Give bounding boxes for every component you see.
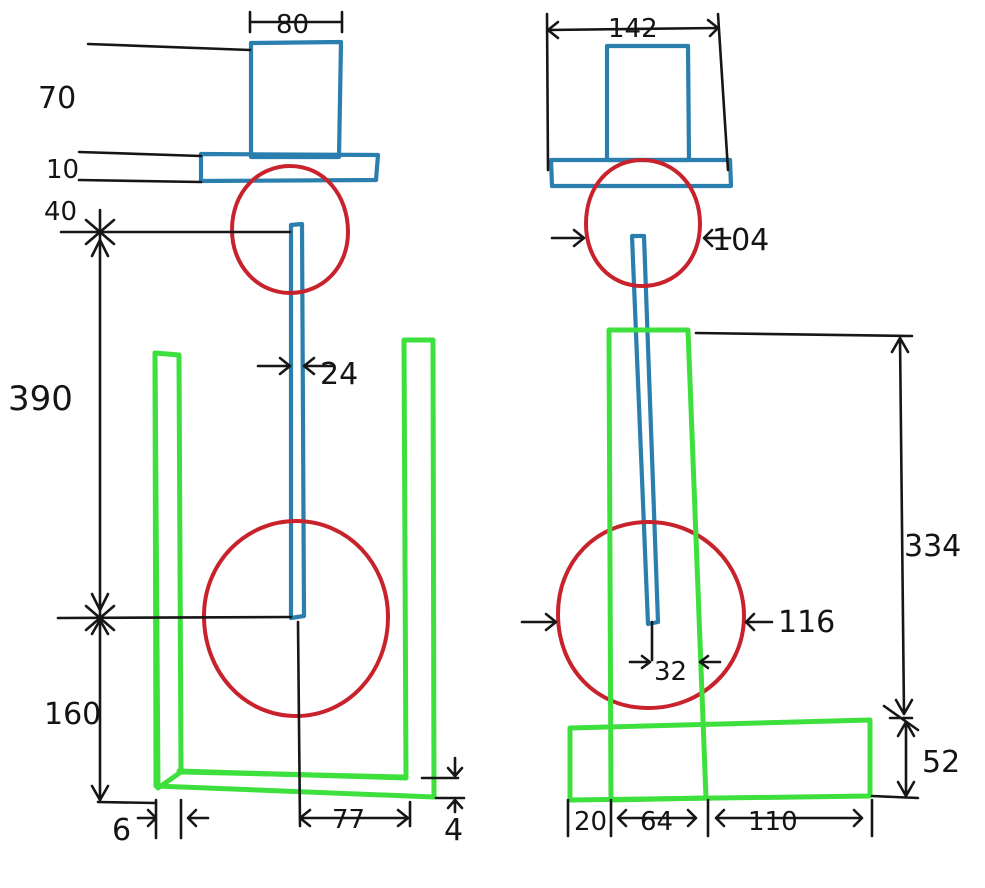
front-shaft-width-arrows bbox=[256, 356, 334, 376]
front-floor-thickness-label: 4 bbox=[444, 813, 463, 848]
side-foot bbox=[567, 717, 873, 803]
side-column-width-label: 64 bbox=[640, 807, 673, 837]
front-wall-thickness-label: 6 bbox=[112, 813, 131, 848]
front-shaft-width-label: 24 bbox=[320, 357, 358, 392]
side-large-ring-arrows bbox=[520, 612, 774, 632]
side-large-ring bbox=[556, 520, 746, 710]
side-column-height-label: 334 bbox=[904, 529, 961, 564]
front-plate-thickness-label: 10 bbox=[46, 155, 79, 185]
side-total-width-dim bbox=[545, 12, 730, 172]
front-large-ring bbox=[202, 519, 390, 718]
side-small-ring-label: 104 bbox=[712, 223, 769, 258]
front-gap-label: 40 bbox=[44, 197, 77, 227]
front-cap-width-label: 80 bbox=[276, 10, 309, 40]
front-wall-thickness-dim bbox=[136, 798, 210, 840]
side-plate bbox=[548, 157, 734, 189]
front-base-height-label: 160 bbox=[44, 697, 101, 732]
side-foot-height-label: 52 bbox=[922, 745, 960, 780]
front-view: 80 70 10 40 390 24 160 6 77 4 bbox=[8, 10, 466, 848]
front-shaft bbox=[288, 221, 307, 621]
front-half-width-label: 77 bbox=[332, 805, 365, 835]
front-centerline bbox=[296, 620, 302, 828]
front-cap-height-label: 70 bbox=[38, 81, 76, 116]
front-vertical-arrows bbox=[90, 238, 110, 802]
front-extension-lines bbox=[56, 42, 293, 805]
front-left-wall bbox=[152, 350, 184, 791]
front-small-ring bbox=[230, 164, 350, 295]
side-offset-label: 20 bbox=[574, 807, 607, 837]
side-bottom-dim bbox=[566, 798, 874, 838]
front-plate bbox=[198, 151, 381, 184]
side-small-ring bbox=[584, 158, 702, 288]
side-foot-height-dim bbox=[870, 720, 920, 800]
side-shaft-width-dim bbox=[628, 620, 722, 670]
side-large-ring-label: 116 bbox=[778, 605, 835, 640]
side-shaft bbox=[629, 233, 661, 627]
side-foot-extension-label: 110 bbox=[748, 807, 798, 837]
side-total-width-label: 142 bbox=[608, 14, 658, 44]
front-frame-inner-floor bbox=[178, 769, 407, 780]
side-small-ring-arrows bbox=[550, 228, 732, 248]
front-floor-thickness-dim bbox=[420, 756, 466, 814]
side-column-height-dim bbox=[694, 331, 920, 732]
side-view: 142 104 116 32 334 52 20 64 110 bbox=[520, 12, 961, 838]
front-cap-width-dim bbox=[248, 10, 344, 34]
front-shaft-length-label: 390 bbox=[8, 379, 73, 419]
front-vertical-ticks bbox=[84, 218, 116, 632]
front-cap-block bbox=[248, 39, 344, 160]
side-cap-block bbox=[604, 43, 692, 163]
side-shaft-width-label: 32 bbox=[654, 657, 687, 687]
front-half-width-dim bbox=[298, 800, 412, 828]
front-frame-outer bbox=[152, 337, 437, 800]
